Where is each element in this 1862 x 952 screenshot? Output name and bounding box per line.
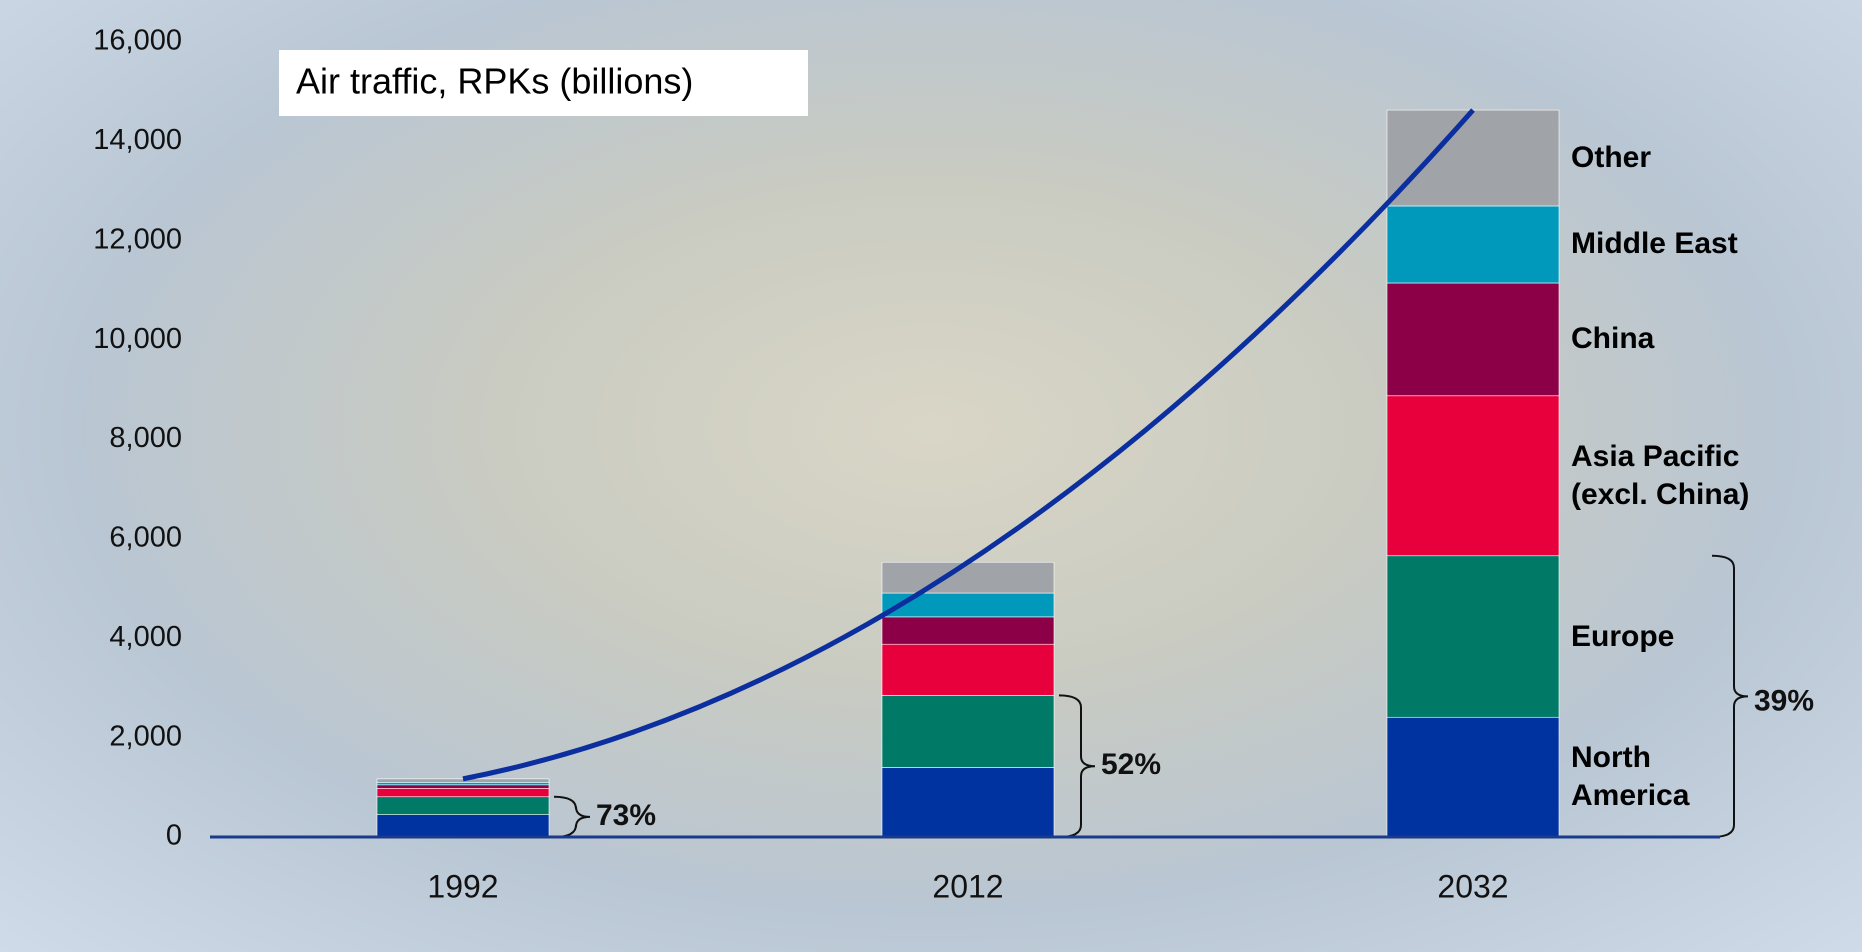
series-label: Other — [1571, 141, 1652, 175]
brace-label: 52% — [1101, 748, 1161, 781]
bar-segment — [1386, 282, 1560, 397]
y-tick-label: 8,000 — [109, 422, 182, 454]
y-tick-label: 2,000 — [109, 720, 182, 752]
bar-segment — [1386, 109, 1560, 207]
x-tick-label: 2032 — [1437, 868, 1508, 904]
y-tick-label: 0 — [166, 820, 182, 852]
bar-segment — [881, 561, 1055, 594]
y-tick-label: 10,000 — [93, 323, 182, 355]
y-tick-label: 14,000 — [93, 124, 182, 156]
series-label: Asia Pacific (excl. China) — [1571, 439, 1750, 511]
x-tick-label: 1992 — [427, 868, 498, 904]
bar-segment — [1386, 205, 1560, 284]
title-box — [279, 50, 808, 116]
trend-line — [462, 108, 1475, 782]
y-tick-label: 12,000 — [93, 223, 182, 255]
bar-segment — [1386, 555, 1560, 718]
bar-segment — [376, 796, 550, 815]
bar-segment — [881, 695, 1055, 768]
bar-segment — [376, 782, 550, 786]
y-tick-label: 16,000 — [93, 25, 182, 57]
bar-segment — [376, 778, 550, 783]
bar-segment — [881, 767, 1055, 838]
series-label: North America — [1571, 741, 1690, 813]
brace — [1058, 694, 1096, 838]
bar-segment — [376, 784, 550, 789]
bar-segment — [881, 616, 1055, 645]
brace-label: 39% — [1754, 684, 1814, 717]
bar-segment — [376, 814, 550, 838]
brace — [1711, 554, 1749, 838]
bar-segment — [1386, 716, 1560, 838]
y-tick-label: 4,000 — [109, 621, 182, 653]
bar-segment — [376, 788, 550, 798]
series-label: China — [1571, 322, 1655, 356]
bar-segment — [881, 592, 1055, 618]
bar-segment — [1386, 395, 1560, 557]
brace-label: 73% — [596, 799, 656, 832]
brace — [553, 795, 591, 838]
bar-segment — [881, 643, 1055, 696]
chart-title: Air traffic, RPKs (billions) — [296, 61, 693, 102]
series-label: Middle East — [1571, 227, 1738, 261]
series-label: Europe — [1571, 619, 1675, 653]
y-tick-label: 6,000 — [109, 522, 182, 554]
x-tick-label: 2012 — [932, 868, 1003, 904]
